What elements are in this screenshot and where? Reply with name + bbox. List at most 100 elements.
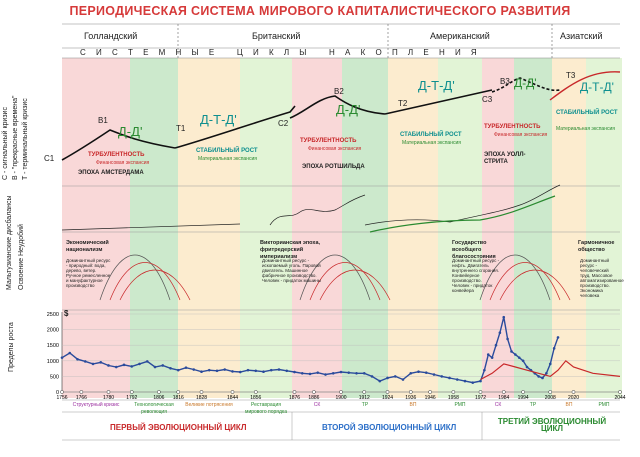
series-point	[91, 362, 95, 366]
phase-row-cell: РМП	[598, 402, 610, 408]
x-tick-label: 1936	[405, 395, 416, 401]
series-point	[293, 370, 296, 374]
x-tick-label: 1924	[382, 395, 393, 401]
point-b1: B1	[98, 116, 108, 125]
x-tick-marker	[129, 390, 134, 394]
series-point	[525, 365, 529, 369]
series-point	[424, 371, 428, 374]
mid-block-text-3: Доминантный ресурс - нефть. Двигатель вн…	[452, 258, 500, 293]
x-tick-label: 1792	[126, 395, 137, 401]
y-tick-label: 500	[50, 374, 59, 380]
phase-row-cell: ТР	[529, 402, 537, 408]
x-tick-marker	[521, 390, 525, 394]
series-point	[153, 365, 157, 369]
series-point	[169, 366, 172, 370]
series-point	[192, 368, 196, 371]
x-tick-marker	[408, 390, 413, 394]
x-tick-marker	[199, 390, 204, 394]
x-tick-label: 1972	[475, 395, 486, 401]
point-c1: C1	[44, 154, 55, 163]
series-point	[417, 370, 420, 374]
mid-block-title-2: Викторианская эпоха, фритредерский импер…	[260, 240, 321, 260]
phase-material-3: Материальная экспансия	[556, 126, 615, 132]
formula-long-2: Д-Т-Д'	[418, 78, 455, 93]
series-point	[308, 372, 312, 376]
series-point	[362, 371, 366, 375]
y-tick-label: 1500	[47, 343, 59, 349]
x-tick-label: 1844	[227, 395, 238, 401]
series-point	[498, 331, 502, 335]
side-label-top-3: T - терминальный кризис	[22, 98, 29, 180]
series-point	[440, 375, 444, 378]
series-point	[386, 376, 389, 380]
y-tick-label: 2000	[47, 328, 59, 334]
series-point	[300, 371, 304, 375]
x-tick-marker	[176, 390, 181, 394]
x-tick-label: 1816	[173, 395, 184, 401]
phase-turbulence-1: ТУРБУЛЕНТНОСТЬ	[88, 152, 145, 158]
phase-material-1: Материальная экспансия	[198, 156, 257, 162]
point-t1: T1	[176, 124, 186, 133]
side-label-top-2: B - "прекрасные времена"	[12, 95, 19, 181]
formula-short-2: Д-Д'	[336, 102, 361, 117]
series-point	[506, 337, 509, 341]
phase-material-2: Материальная экспансия	[402, 140, 461, 146]
side-label-middle-2: Освоение Неудобий	[18, 224, 25, 290]
y-tick-label: 0	[56, 390, 59, 396]
series-point	[370, 375, 374, 378]
series-point	[130, 365, 134, 368]
phase-row-cell: Технологическая революция	[134, 402, 174, 415]
mid-block-title-3: Государство всеобщего благосостояния	[452, 240, 496, 260]
x-tick-marker	[428, 390, 432, 394]
epoch-amsterdam: ЭПОХА АМСТЕРДАМА	[78, 170, 144, 176]
x-tick-marker	[339, 390, 343, 394]
x-tick-label: 2044	[614, 395, 625, 401]
series-point	[548, 362, 552, 366]
phase-row-cell: ТР	[361, 402, 369, 408]
x-tick-marker	[478, 390, 483, 394]
series-point	[60, 356, 64, 359]
series-point	[483, 368, 486, 372]
eco-cycle-1: ПЕРВЫЙ ЭВОЛЮЦИОННЫЙ ЦИКЛ	[110, 423, 247, 432]
phase-row-cell: Великие потрясения	[185, 402, 233, 408]
x-tick-label: 1994	[518, 395, 529, 401]
series-point	[200, 370, 203, 374]
point-c3: C3	[482, 95, 493, 104]
series-point	[552, 347, 556, 350]
series-point	[99, 361, 103, 364]
y-tick-label: 2500	[47, 312, 59, 318]
series-point	[409, 371, 413, 375]
series-point	[254, 369, 258, 373]
x-tick-marker	[618, 390, 622, 394]
wave-groups	[99, 254, 571, 301]
x-tick-marker	[548, 390, 553, 394]
point-t3: T3	[566, 71, 576, 80]
series-point	[262, 370, 265, 374]
phase-row-cell: ВП	[409, 402, 417, 408]
mid-block-title-1: Экономический национализм	[66, 240, 109, 253]
phase-row-cell: СК	[313, 402, 321, 408]
green-trend	[369, 195, 556, 233]
mid-block-text-1: Доминантный ресурс - природный: вода, де…	[66, 258, 111, 288]
phase-row-cell: РМП	[454, 402, 466, 408]
series-point	[331, 371, 335, 375]
x-tick-marker	[106, 390, 111, 394]
series-projection-line	[480, 359, 621, 381]
series-point	[316, 371, 320, 374]
phase-financial-1: Финансовая экспансия	[96, 160, 150, 166]
series-point	[324, 373, 327, 376]
series-point	[355, 371, 358, 375]
series-point	[161, 364, 165, 367]
series-point	[378, 379, 382, 383]
x-tick-label: 1766	[76, 395, 87, 401]
series-point	[510, 350, 513, 353]
page-title: ПЕРИОДИЧЕСКАЯ СИСТЕМА МИРОВОГО КАПИТАЛИС…	[69, 4, 571, 18]
accumulation-curves	[61, 77, 561, 161]
phase-stable-2: СТАБИЛЬНЫЙ РОСТ	[400, 132, 462, 138]
series-point	[339, 370, 343, 374]
x-tick-label: 1946	[425, 395, 436, 401]
dollar-label: $	[64, 309, 69, 318]
x-tick-marker	[157, 390, 161, 394]
hegemon-dutch: Голландский	[84, 31, 138, 41]
